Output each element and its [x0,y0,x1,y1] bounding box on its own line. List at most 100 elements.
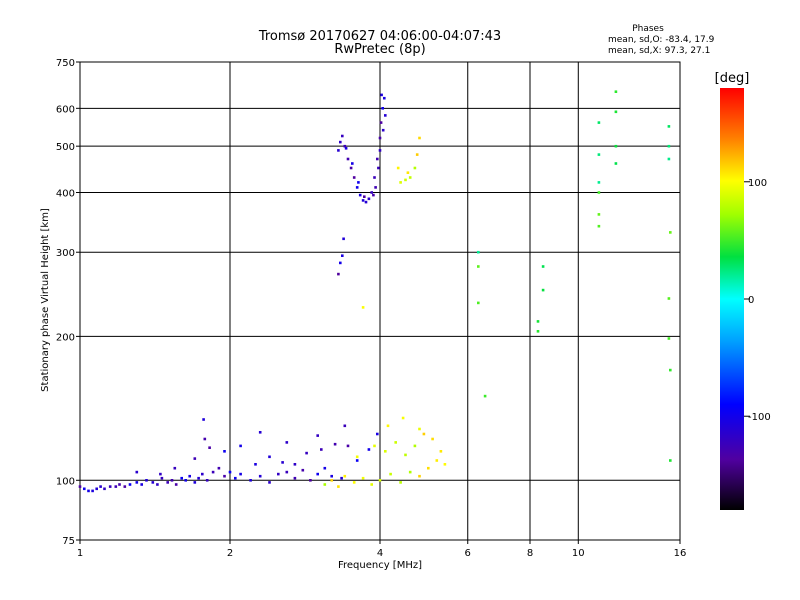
colorbar-label: [deg] [715,71,750,86]
data-point [339,261,342,265]
data-point [399,481,402,484]
data-point [667,297,671,300]
data-point [323,483,327,486]
data-point [208,446,211,449]
data-point [320,448,323,451]
data-point [160,476,164,480]
data-point [363,195,366,198]
data-point [355,459,359,462]
data-point [170,479,174,482]
legend-line-o: mean, sd,O: -83.4, 17.9 [608,35,715,45]
data-point [413,444,417,448]
data-point [435,459,439,462]
data-point [223,450,226,453]
legend-line-x: mean, sd,X: 97.3, 27.1 [608,46,710,56]
data-point [364,200,368,204]
data-point [408,176,412,179]
data-point [597,153,601,156]
data-point [443,463,447,466]
data-point [370,483,373,486]
data-point [352,176,356,179]
data-point [372,193,375,197]
data-point [377,166,380,170]
data-point [439,450,443,453]
data-point [669,231,672,234]
data-point [83,487,86,491]
data-point [346,444,350,448]
data-point [384,114,387,117]
data-point [378,149,382,152]
data-point [330,479,333,482]
data-point [254,463,257,466]
data-point [166,481,169,484]
x-tick-label: 16 [674,548,687,559]
data-point [355,455,359,459]
y-tick-label: 100 [56,476,75,487]
data-point [380,93,383,97]
chart-subtitle: RwPretec (8p) [334,42,425,57]
data-point [184,479,187,482]
data-point [597,121,601,124]
data-point [667,144,671,148]
data-point [614,144,618,148]
data-point [373,444,376,448]
data-point [203,437,207,441]
data-point [301,468,305,472]
data-point [217,466,221,470]
data-point [145,479,148,482]
data-point [277,472,280,476]
data-point [211,470,215,474]
data-point [541,288,545,292]
data-point [316,472,319,476]
data-point [541,265,545,268]
data-point [151,481,155,484]
data-point [87,489,90,493]
data-point [339,140,342,144]
x-tick-label: 4 [377,548,383,559]
data-point [180,476,183,480]
data-point [614,90,618,93]
data-point [408,470,412,474]
data-point [99,485,102,488]
data-point [337,272,340,276]
data-point [223,474,226,478]
data-point [128,483,132,486]
data-point [667,337,671,340]
data-point [293,463,297,466]
y-tick-label: 600 [56,104,75,115]
data-point [118,483,121,486]
data-point [386,424,390,428]
data-point [614,162,618,165]
data-point [597,224,601,228]
data-point [268,455,271,459]
data-point [381,128,385,132]
data-point [378,136,382,140]
data-point [379,121,383,124]
data-point [477,301,480,305]
y-axis-label: Stationary phase Virtual Height [km] [40,208,51,392]
y-tick-labels: 75 100 200 300 400 500 600 750 [56,58,75,547]
data-point [406,171,410,174]
data-point [415,153,419,156]
data-point [341,134,344,138]
data-point [376,157,379,161]
data-point [597,191,601,194]
x-tick-label: 6 [465,548,471,559]
chart-title: Tromsø 20170627 04:06:00-04:07:43 [258,29,501,44]
data-point [431,437,434,441]
data-point [193,457,197,460]
colorbar-ticks: 100 0 -100 [744,178,771,423]
data-point [343,424,347,428]
data-point [201,472,204,476]
data-point [173,466,177,470]
data-point [352,481,356,484]
data-point [95,487,98,491]
data-point [309,479,312,482]
data-point [123,485,127,488]
data-point [346,157,350,161]
data-point [342,237,345,241]
data-point [381,107,384,110]
data-point [667,125,671,128]
data-point [188,474,191,478]
plot-area: 1 2 4 6 8 10 16 75 100 200 300 400 500 600 750 [56,58,686,559]
